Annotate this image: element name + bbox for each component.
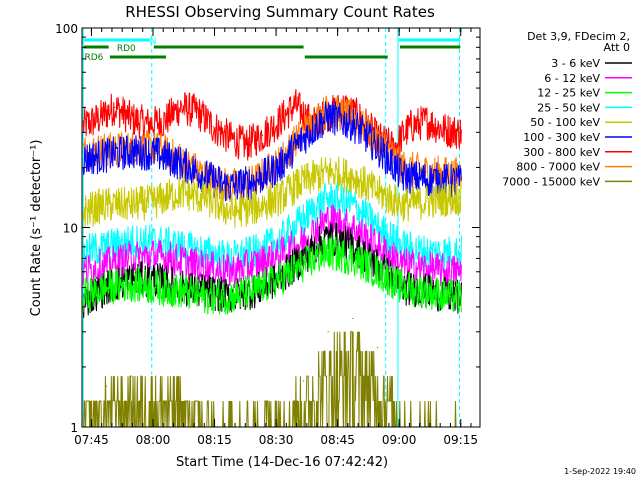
data-point [376,347,379,349]
data-point [327,331,329,333]
data-point [450,296,452,298]
marker-label-rd6: RD6 [84,53,103,63]
data-point [212,126,214,128]
legend-label: 3 - 6 keV [551,57,600,70]
legend-label: 100 - 300 keV [523,131,600,144]
axes: 07:45 08:00 08:15 08:30 08:45 09:00 09:15 1 10 10… [55,22,481,447]
legend-label: 300 - 800 keV [523,146,600,159]
marker-label-rd0: RD0 [117,44,136,54]
legend-label: 50 - 100 keV [530,116,600,129]
y-tick-label: 10 [63,222,78,236]
data-point [106,385,108,387]
series-line [82,182,462,275]
x-axis-label: Start Time (14-Dec-16 07:42:42) [176,455,388,470]
legend-label: 25 - 50 keV [537,101,600,114]
legend-label: 7000 - 15000 keV [502,175,600,188]
series-line [82,156,462,229]
data-point [261,134,264,136]
timestamp: 1-Sep-2022 19:40 [564,467,636,476]
data-point [409,126,411,128]
x-tick-label: 08:15 [197,433,232,447]
x-tick-label: 09:15 [443,433,478,447]
legend-label: 12 - 25 keV [537,87,600,100]
legend-label: 6 - 12 keV [544,72,600,85]
data-point [302,380,305,382]
data-point [352,317,354,320]
chart-title: RHESSI Observing Summary Count Rates [125,3,435,21]
data-point [253,264,255,266]
y-axis-label: Count Rate (s⁻¹ detector⁻¹) [29,140,44,317]
y-tick-label: 1 [70,421,78,435]
x-tick-label: 09:00 [382,433,417,447]
x-tick-label: 08:45 [320,433,355,447]
series-50-100-kev [81,156,481,229]
series-line [82,101,462,202]
x-tick-label: 08:00 [136,433,171,447]
legend-label: 800 - 7000 keV [516,161,600,174]
y-tick-label: 100 [55,22,78,36]
data-point [114,106,116,108]
legend-header: Att 0 [604,41,630,54]
data-point [155,152,157,155]
series-100-300-kev [81,101,481,202]
legend-header: Det 3,9, FDecim 2, [527,30,630,43]
x-tick-label: 07:45 [74,433,109,447]
series-line [82,236,462,315]
data-point [450,251,452,254]
data-point [229,186,231,188]
legend: Det 3,9, FDecim 2,Att 0 3 - 6 keV 6 - 12 k… [502,30,632,188]
x-tick-label: 08:30 [259,433,294,447]
marker-label-n: N [150,37,157,47]
data-point [426,200,428,203]
series-25-50-kev [81,182,481,275]
data-point [426,171,428,173]
